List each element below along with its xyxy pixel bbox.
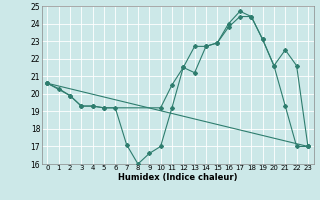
X-axis label: Humidex (Indice chaleur): Humidex (Indice chaleur) (118, 173, 237, 182)
